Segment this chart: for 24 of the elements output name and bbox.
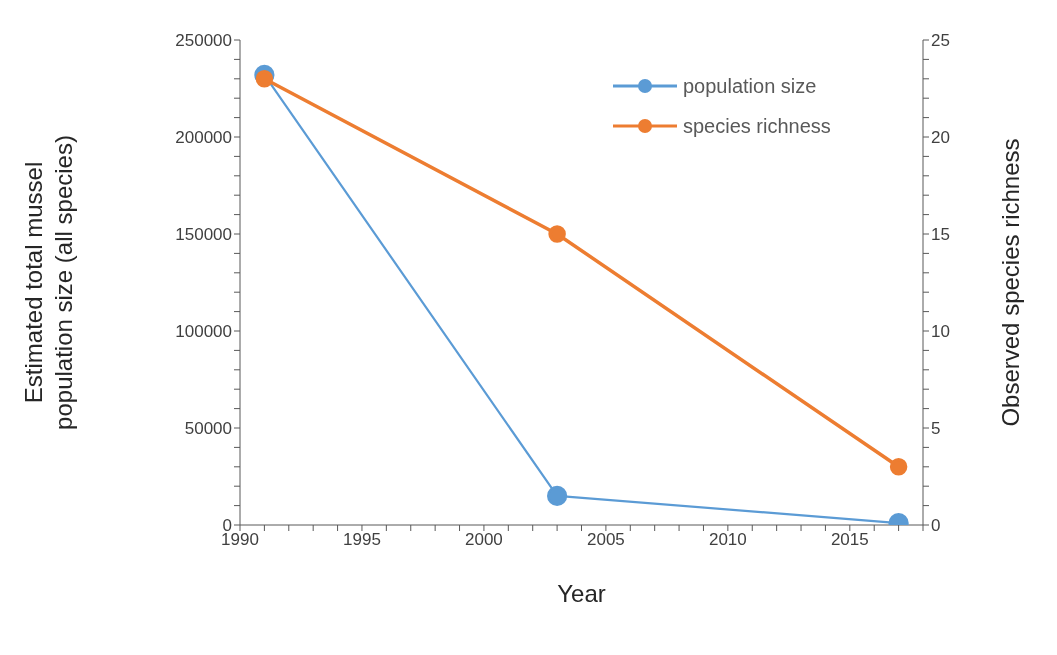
x-tick-label: 2000: [465, 530, 503, 550]
x-axis-title: Year: [557, 580, 606, 608]
y-tick-label: 100000: [175, 322, 232, 342]
y2-tick-label: 25: [931, 31, 950, 51]
point: [255, 70, 274, 88]
y-tick-label: 50000: [184, 419, 232, 439]
y-tick-label: 200000: [175, 128, 232, 148]
y2-tick-label: 0: [931, 516, 941, 536]
x-tick-label: 2015: [830, 530, 869, 550]
x-tick-label: 1995: [343, 530, 381, 550]
x-tick-label: 2010: [708, 530, 747, 550]
point: [548, 225, 566, 243]
x-tick-label: 2005: [586, 530, 625, 550]
y-tick-label: 250000: [175, 31, 232, 51]
y2-tick-label: 10: [931, 322, 950, 342]
legend-label: species richness: [683, 114, 831, 139]
y2-tick-label: 5: [931, 419, 941, 439]
y2-tick-label: 15: [931, 225, 950, 245]
y-tick-label: 150000: [175, 225, 232, 245]
point: [889, 458, 908, 476]
legend-label: population size: [683, 74, 817, 99]
y-axis-title: Estimated total mussel population size (all species): [20, 135, 77, 430]
y2-axis-title: Observed species richness: [997, 138, 1024, 427]
y2-tick-label: 20: [931, 128, 950, 148]
